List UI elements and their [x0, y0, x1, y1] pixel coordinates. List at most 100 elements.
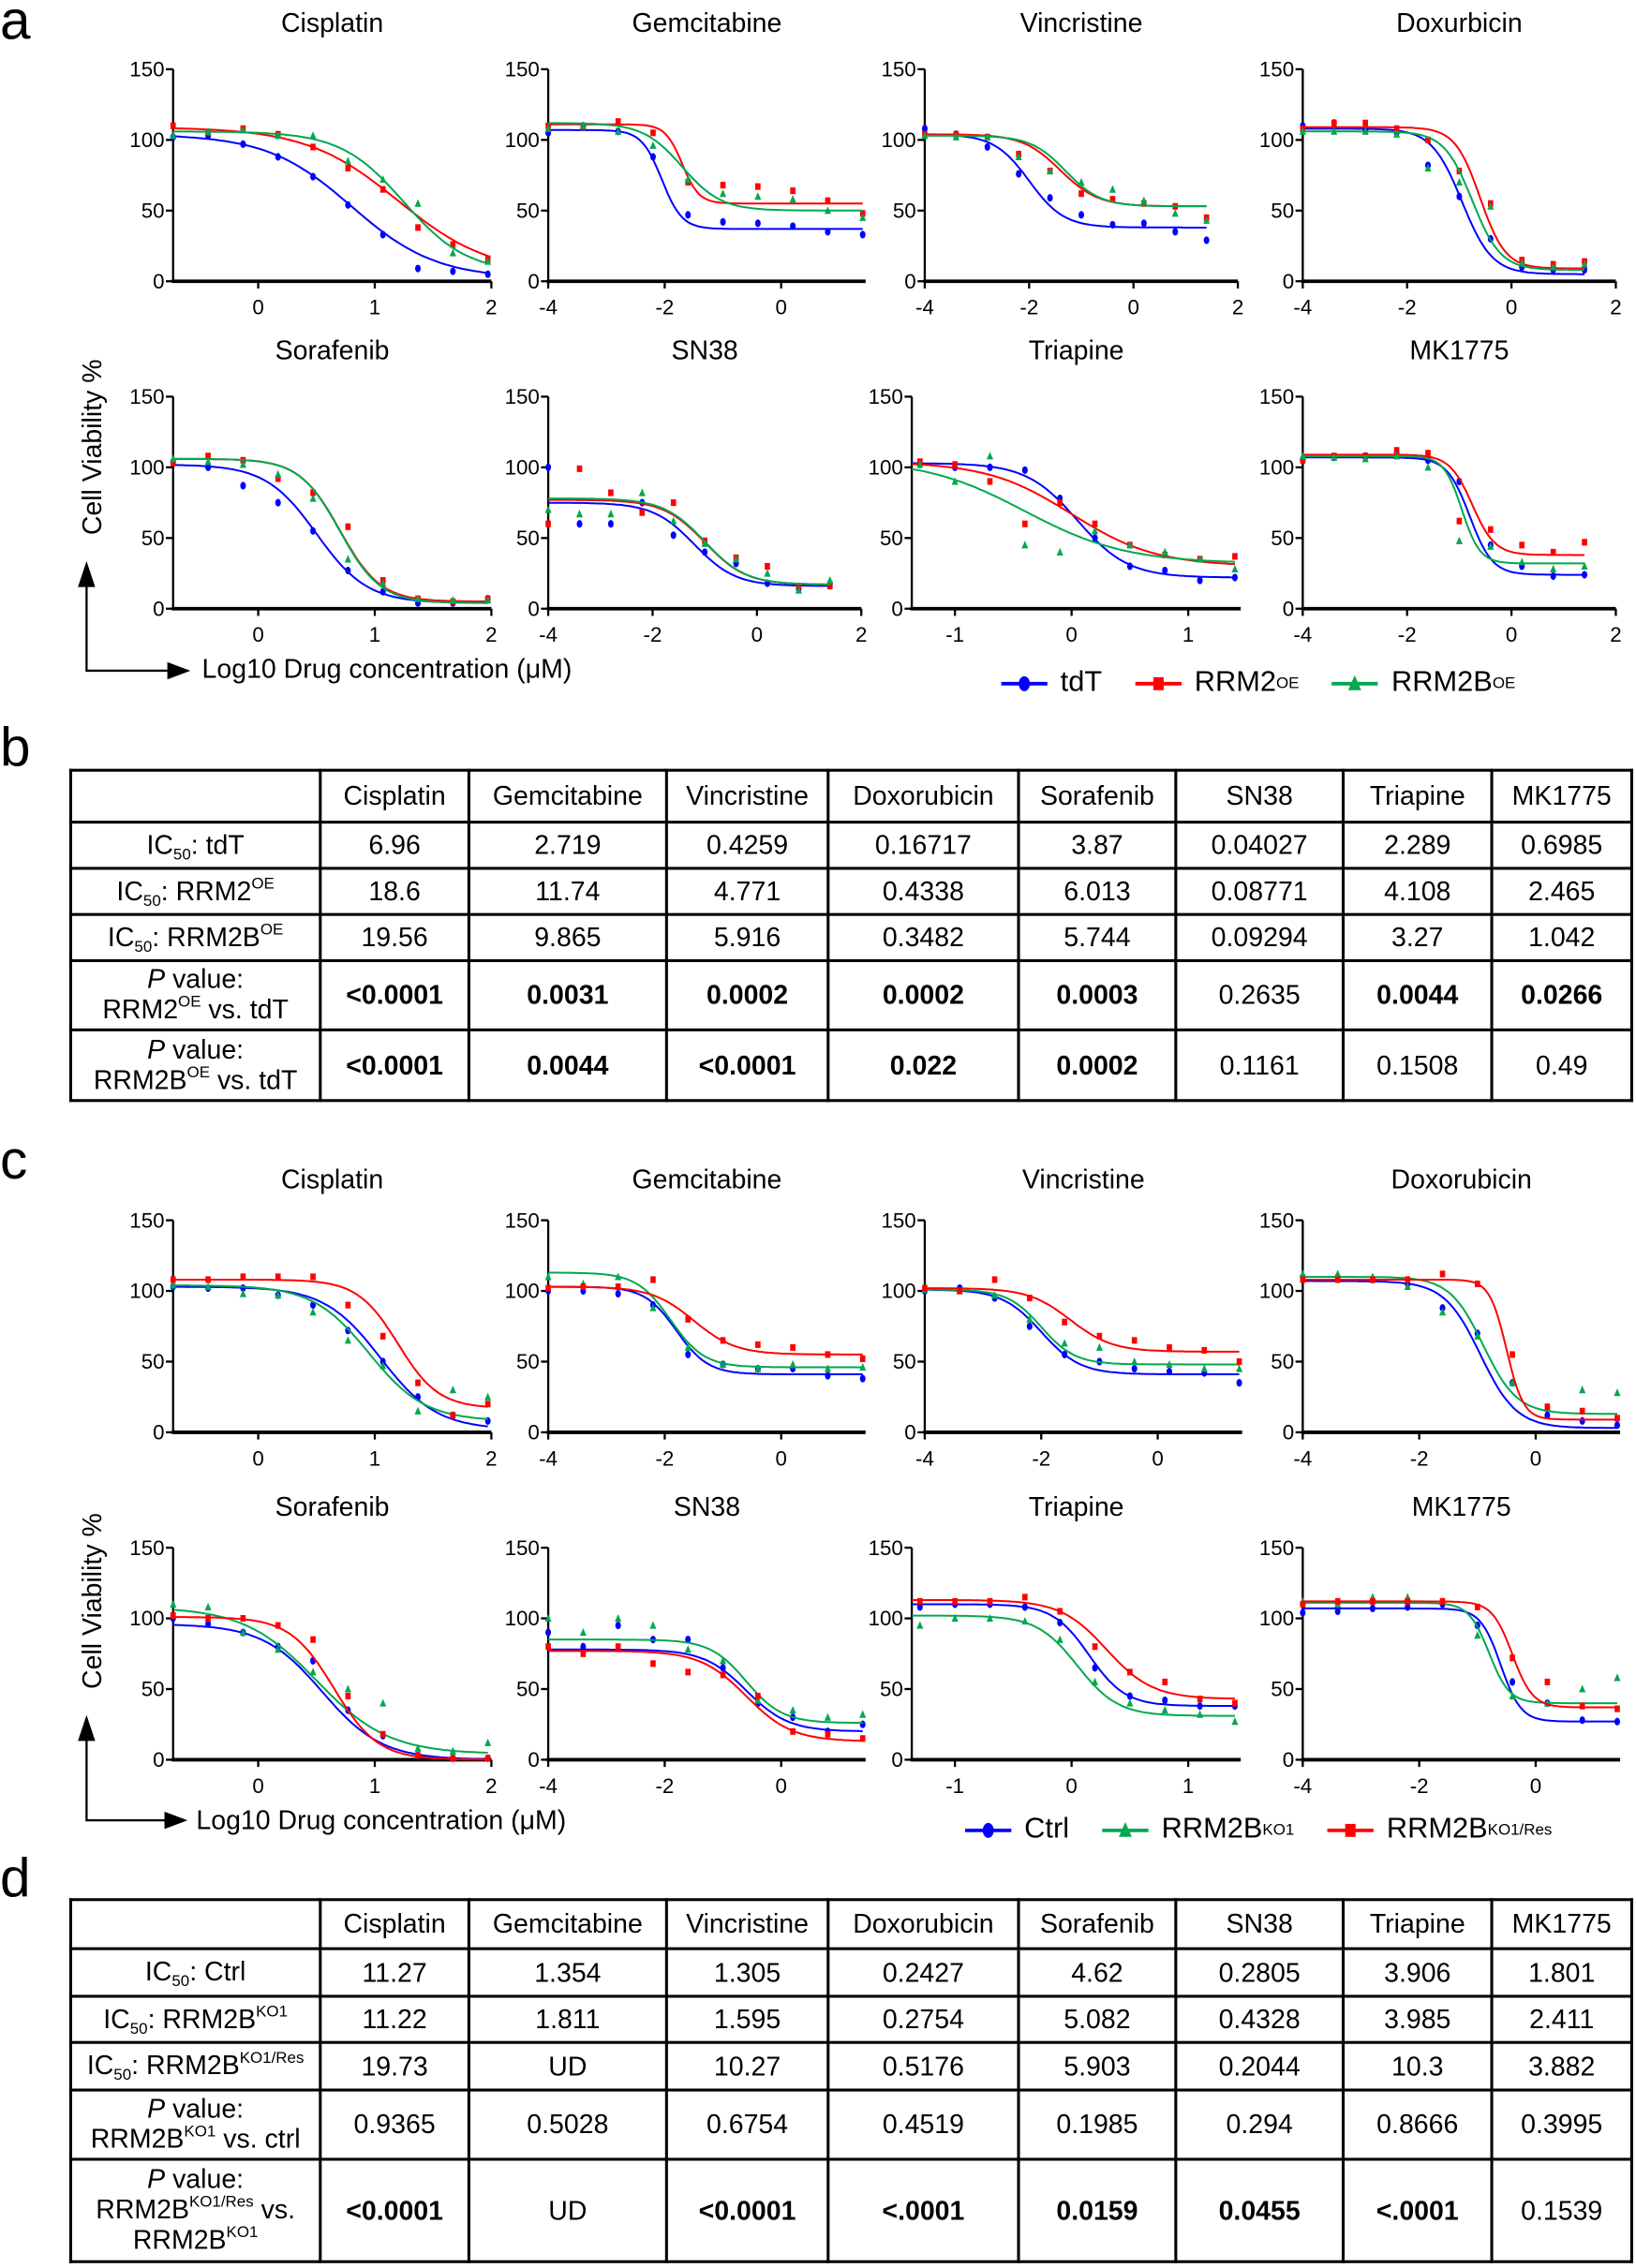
fit-curve [548, 498, 830, 586]
data-point [449, 1746, 456, 1755]
data-point [1131, 1337, 1138, 1344]
legend-label: RRM2B [1161, 1813, 1263, 1846]
row-label-part: vs. tdT [201, 993, 289, 1025]
x-tick-label: -2 [1410, 1774, 1429, 1798]
x-tick-label: 0 [1065, 623, 1077, 646]
data-point [310, 489, 316, 497]
chart-title: MK1775 [1412, 1492, 1511, 1522]
x-tick-label: 0 [252, 296, 263, 319]
data-point [685, 1636, 692, 1644]
x-tick-label: 1 [369, 296, 380, 319]
x-tick-label: 0 [775, 296, 786, 319]
fit-curve [172, 457, 488, 603]
data-point [825, 1730, 831, 1738]
table-row: P value: RRM2OE vs. tdT <0.0001 0.0031 0.000… [68, 958, 1633, 1031]
data-point [170, 1611, 176, 1620]
fit-curve [548, 128, 863, 230]
data-point [1231, 573, 1238, 582]
y-tick-label: 0 [153, 270, 164, 293]
fit-curve [548, 1648, 863, 1732]
data-point [1582, 539, 1587, 546]
data-point [1579, 1716, 1585, 1725]
data-point [1518, 259, 1525, 267]
legend-label: RRM2 [1194, 666, 1276, 699]
x-tick-label: -4 [1293, 1446, 1312, 1470]
x-tick-label: 2 [485, 296, 497, 319]
x-tick-label: -2 [1398, 623, 1417, 646]
data-point [649, 153, 656, 161]
x-tick-label: 0 [1506, 623, 1517, 646]
data-point [579, 1628, 587, 1637]
fit-curve [1302, 1601, 1618, 1705]
data-point [1456, 517, 1463, 525]
data-point [1550, 564, 1557, 573]
y-tick-label: 100 [869, 456, 903, 480]
data-point [1369, 1604, 1376, 1613]
data-point [1140, 196, 1148, 204]
data-point [1405, 1597, 1411, 1605]
x-tick-label: 0 [1152, 1446, 1163, 1470]
table-cell: 0.0002 [664, 958, 830, 1031]
data-point [450, 1412, 456, 1419]
data-point [1331, 126, 1338, 135]
y-tick-label: 100 [129, 1280, 164, 1303]
table-cell: 0.2754 [826, 1994, 1020, 2044]
data-point [650, 129, 656, 137]
x-tick-label: 1 [369, 1774, 380, 1798]
fit-curve [924, 133, 1207, 229]
data-point [720, 189, 727, 198]
y-tick-label: 50 [141, 1678, 165, 1701]
data-point [1021, 1616, 1029, 1625]
row-label-part: IC [86, 2050, 114, 2081]
table-cell: 18.6 [319, 867, 470, 916]
data-point [984, 142, 990, 151]
fit-curve [924, 1288, 1240, 1366]
data-point [240, 1273, 246, 1281]
data-point [1509, 1378, 1516, 1386]
table-cell: 0.022 [826, 1028, 1020, 1103]
column-header: SN38 [1174, 768, 1346, 824]
data-point [684, 1342, 692, 1351]
row-label: P value: RRM2BKO1/Res vs. RRM2BKO1 [68, 2157, 322, 2263]
data-point [345, 200, 351, 209]
table-cell: <.0001 [826, 2157, 1020, 2263]
row-label-part: 50 [113, 2067, 132, 2085]
column-header: SN38 [1174, 1898, 1346, 1950]
y-tick-label: 100 [881, 128, 915, 152]
data-point [615, 118, 621, 126]
table-cell: 4.771 [664, 867, 830, 916]
data-point [1092, 534, 1098, 542]
table-cell: 0.2427 [826, 1947, 1020, 1998]
row-label-part: IC [116, 875, 143, 906]
legend-a: tdT RRM2 OE RRM2B OE [1000, 666, 1547, 699]
legend-c: Ctrl RRM2B KO1 RRM2B KO1/Res [964, 1813, 1584, 1846]
row-label-part: KO1/Res [239, 2050, 305, 2068]
data-point [240, 1615, 246, 1623]
data-point [1021, 466, 1028, 474]
data-point [1092, 520, 1098, 527]
data-point [1405, 1276, 1411, 1283]
x-axis-label-a: Log10 Drug concentration (μM) [201, 653, 573, 684]
table-cell: 0.0455 [1174, 2157, 1346, 2263]
data-point [1614, 1415, 1620, 1422]
y-tick-label: 50 [516, 526, 540, 550]
data-point [670, 531, 677, 540]
data-point [170, 459, 176, 467]
data-point [1056, 1635, 1063, 1643]
table-row: IC50: RRM2BOE 19.56 9.865 5.916 0.3482 5.744 0… [68, 912, 1633, 962]
row-label: IC50: RRM2BKO1 [68, 1994, 322, 2044]
table-cell: 4.108 [1341, 867, 1494, 916]
data-point [649, 1621, 657, 1629]
x-tick-label: 0 [1127, 296, 1138, 319]
data-point [859, 1735, 866, 1742]
data-point [1456, 192, 1463, 200]
legend-circle-icon [965, 1822, 1012, 1838]
x-tick-label: -2 [1398, 296, 1417, 319]
chart-title: Gemcitabine [632, 1165, 782, 1195]
table-cell: 0.1985 [1017, 2088, 1178, 2161]
data-point [916, 460, 924, 468]
data-point [1062, 1350, 1068, 1359]
y-tick-label: 50 [141, 1350, 165, 1373]
y-tick-label: 50 [1271, 1678, 1294, 1701]
panel-letter-c: c [0, 1131, 28, 1192]
